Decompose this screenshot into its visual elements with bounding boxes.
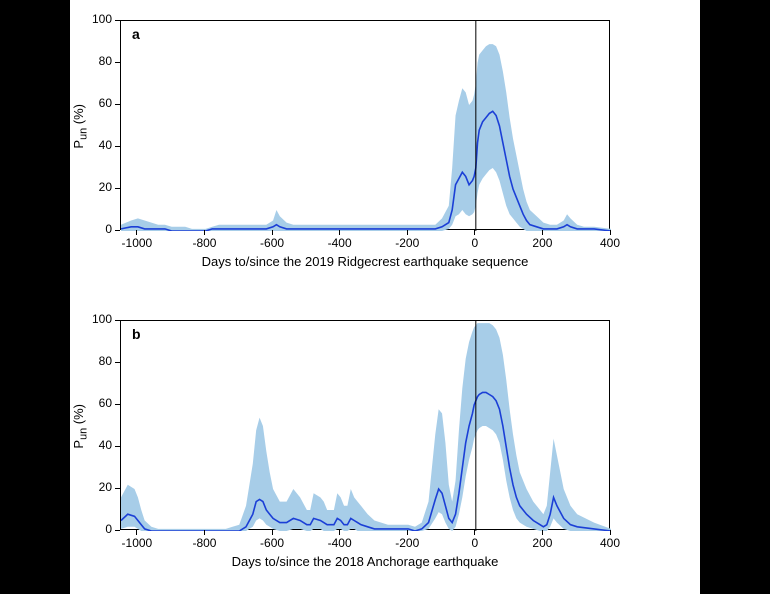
x-tick: [339, 230, 340, 235]
x-tick-label: -1000: [112, 236, 162, 250]
x-tick-label: 400: [585, 236, 635, 250]
x-tick: [136, 230, 137, 235]
panel-letter-a: a: [132, 26, 140, 42]
x-tick-label: -1000: [112, 536, 162, 550]
x-tick-label: 400: [585, 536, 635, 550]
y-tick-label: 80: [82, 54, 112, 68]
y-tick: [115, 320, 120, 321]
y-tick: [115, 146, 120, 147]
y-axis-label-a: Pun (%): [71, 104, 90, 149]
chart-svg-a: [121, 21, 611, 231]
y-tick-label: 20: [82, 180, 112, 194]
x-axis-label-b: Days to/since the 2018 Anchorage earthqu…: [120, 554, 610, 569]
x-tick-label: -200: [382, 236, 432, 250]
y-tick-label: 0: [82, 222, 112, 236]
x-tick: [542, 530, 543, 535]
x-tick-label: 0: [450, 536, 500, 550]
x-tick: [339, 530, 340, 535]
confidence-band-b: [121, 323, 611, 531]
y-tick: [115, 62, 120, 63]
x-tick: [474, 230, 475, 235]
x-tick: [204, 230, 205, 235]
x-tick: [610, 230, 611, 235]
y-tick: [115, 20, 120, 21]
x-tick-label: -200: [382, 536, 432, 550]
y-tick-label: 80: [82, 354, 112, 368]
y-tick-label: 100: [82, 312, 112, 326]
y-tick: [115, 104, 120, 105]
y-tick-label: 100: [82, 12, 112, 26]
x-tick-label: 200: [517, 236, 567, 250]
x-tick-label: 200: [517, 536, 567, 550]
plot-area-b: [120, 320, 610, 530]
y-tick: [115, 188, 120, 189]
x-tick-label: 0: [450, 236, 500, 250]
x-tick: [407, 230, 408, 235]
chart-svg-b: [121, 321, 611, 531]
panel-letter-b: b: [132, 326, 141, 342]
x-tick-label: -800: [179, 236, 229, 250]
y-tick: [115, 446, 120, 447]
mean-line-a: [121, 111, 611, 231]
x-tick: [542, 230, 543, 235]
x-tick: [610, 530, 611, 535]
y-tick: [115, 404, 120, 405]
x-tick-label: -400: [315, 536, 365, 550]
y-tick-label: 20: [82, 480, 112, 494]
x-tick-label: -400: [315, 236, 365, 250]
x-tick-label: -600: [247, 236, 297, 250]
x-tick: [272, 530, 273, 535]
y-axis-label-b: Pun (%): [71, 404, 90, 449]
plot-area-a: [120, 20, 610, 230]
x-tick: [272, 230, 273, 235]
y-tick-label: 0: [82, 522, 112, 536]
x-tick: [474, 530, 475, 535]
y-tick: [115, 488, 120, 489]
x-tick: [136, 530, 137, 535]
x-tick: [407, 530, 408, 535]
x-axis-label-a: Days to/since the 2019 Ridgecrest earthq…: [120, 254, 610, 269]
x-tick-label: -600: [247, 536, 297, 550]
y-tick: [115, 530, 120, 531]
y-tick: [115, 230, 120, 231]
y-tick: [115, 362, 120, 363]
x-tick-label: -800: [179, 536, 229, 550]
x-tick: [204, 530, 205, 535]
confidence-band-a: [121, 44, 611, 231]
